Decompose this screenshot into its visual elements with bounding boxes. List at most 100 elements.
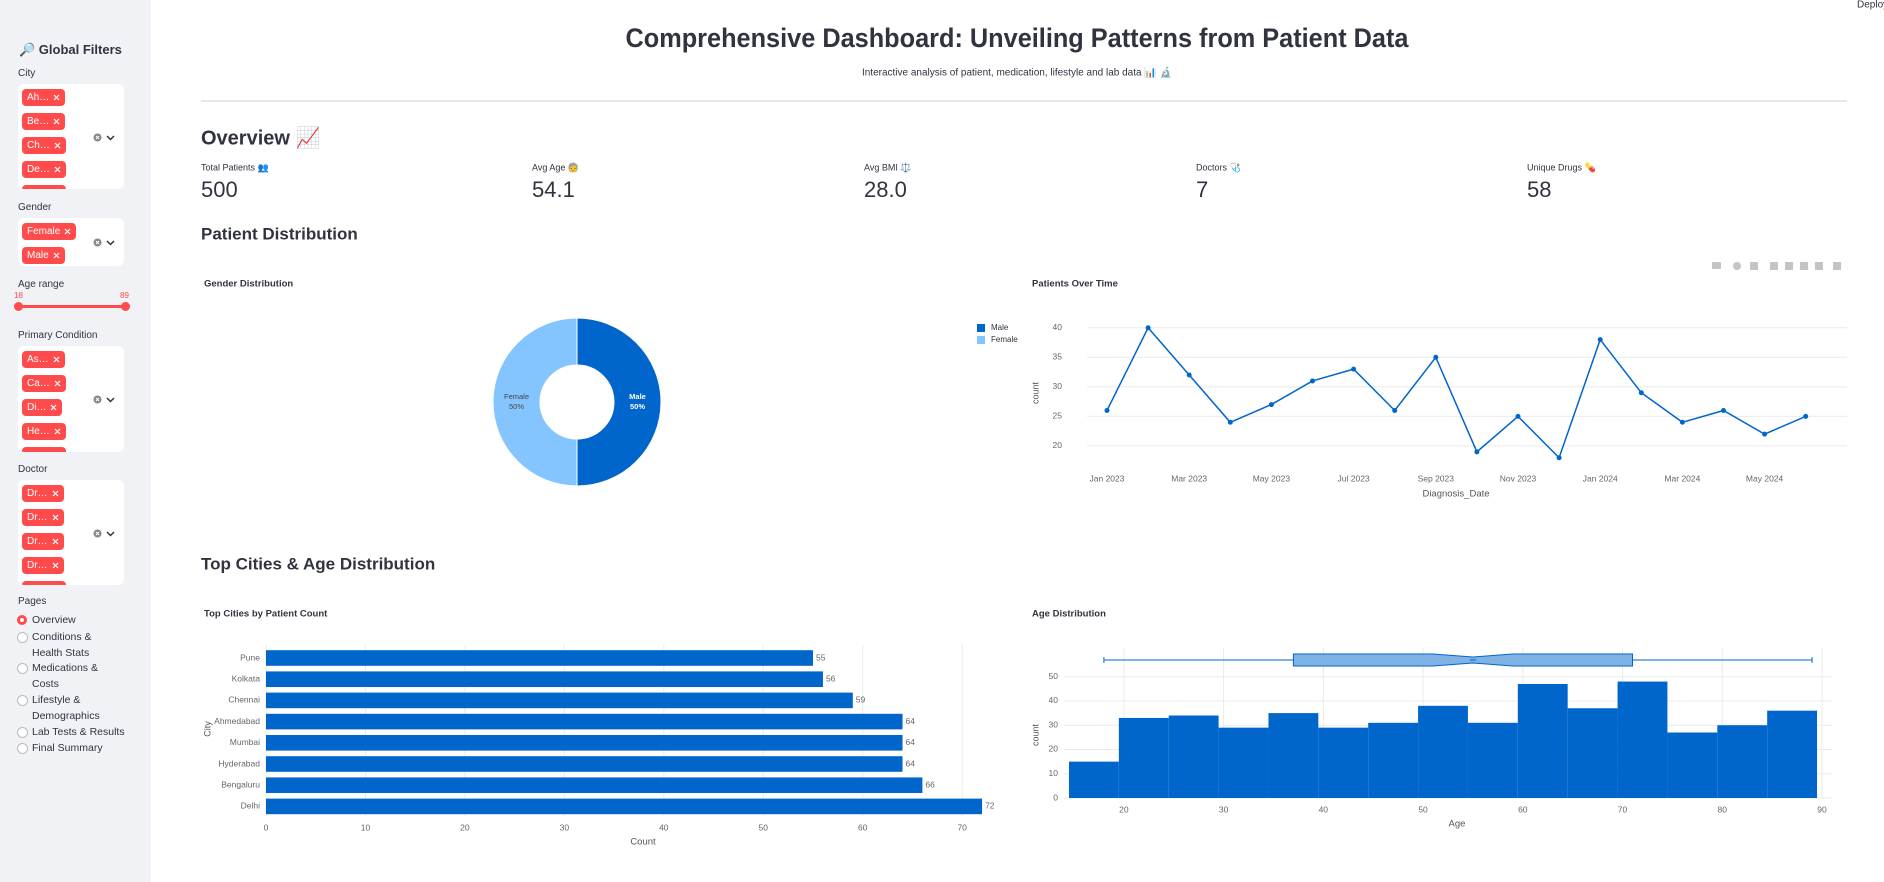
legend-label: Female — [991, 335, 1018, 344]
y-tick-label: Hyderabad — [218, 758, 260, 768]
chip — [22, 581, 66, 585]
section-heading: Overview 📈 — [201, 125, 320, 149]
chip-remove[interactable] — [54, 166, 61, 173]
y-axis-label: count — [1030, 723, 1040, 746]
toolbar-icon[interactable] — [1770, 262, 1778, 270]
chip-remove[interactable] — [53, 94, 60, 101]
slider-handle[interactable] — [121, 302, 130, 311]
radio-button[interactable] — [17, 727, 28, 738]
chip[interactable]: As… — [22, 351, 65, 368]
multiselect[interactable]: As… Ca… Di… He… — [18, 346, 124, 452]
x-tick-label: Jan 2023 — [1090, 473, 1125, 483]
dropdown-chevron[interactable] — [106, 395, 115, 404]
chip-remove[interactable] — [53, 118, 60, 125]
chip[interactable]: Ch… — [22, 137, 66, 154]
radio-button[interactable] — [17, 695, 28, 706]
x-tick-label: 60 — [858, 822, 868, 832]
chip[interactable]: Dr… — [22, 557, 64, 574]
radio-option[interactable]: Medications & Costs — [32, 662, 98, 690]
chip-remove[interactable] — [54, 380, 61, 387]
y-tick-label: 50 — [1049, 671, 1059, 681]
chip-label: Male — [27, 250, 49, 261]
y-axis-label: count — [1030, 381, 1040, 404]
slider-label: Age range — [18, 279, 65, 290]
deploy-button[interactable]: Deploy — [1857, 0, 1884, 11]
radio-button[interactable] — [17, 615, 27, 625]
chip[interactable]: Male — [22, 247, 65, 264]
toolbar-icon[interactable] — [1815, 262, 1823, 270]
metric-label: Avg BMI ⚖️ — [864, 161, 912, 172]
y-tick-label: 30 — [1053, 381, 1063, 391]
line-point — [1268, 402, 1274, 408]
slider-handle[interactable] — [14, 302, 23, 311]
clear-icon[interactable] — [93, 395, 102, 404]
chip[interactable]: He… — [22, 423, 66, 440]
chip-remove[interactable] — [53, 252, 60, 259]
chip-remove[interactable] — [52, 538, 59, 545]
dropdown-chevron[interactable] — [106, 529, 115, 538]
radio-option[interactable]: Lab Tests & Results — [32, 726, 125, 738]
clear-icon[interactable] — [93, 238, 102, 247]
clear-icon[interactable] — [93, 529, 102, 538]
radio-option[interactable]: Lifestyle & Demographics — [32, 694, 100, 722]
radio-button[interactable] — [17, 743, 28, 754]
toolbar-icon[interactable] — [1833, 262, 1841, 270]
chip[interactable]: Dr… — [22, 533, 64, 550]
page-subtitle: Interactive analysis of patient, medicat… — [862, 66, 1172, 79]
metric-value: 500 — [201, 177, 238, 202]
x-tick-label: Jul 2023 — [1338, 473, 1370, 483]
chip-remove[interactable] — [52, 514, 59, 521]
chip[interactable]: Dr… — [22, 485, 64, 502]
line-point — [1104, 407, 1110, 413]
legend-swatch — [977, 324, 985, 332]
chip-remove[interactable] — [53, 356, 60, 363]
radio-option[interactable]: Overview — [32, 614, 76, 626]
toolbar-icon[interactable] — [1785, 262, 1793, 270]
chip-remove[interactable] — [54, 142, 61, 149]
radio-option[interactable]: Final Summary — [32, 742, 103, 754]
chip[interactable]: De… — [22, 161, 66, 178]
chip[interactable]: Dr… — [22, 509, 64, 526]
multiselect[interactable]: Female Male — [18, 218, 124, 266]
chip-label: Be… — [27, 116, 50, 127]
line-point — [1433, 354, 1439, 360]
radio-button[interactable] — [17, 663, 28, 674]
histogram-bar — [1118, 717, 1169, 798]
chip-remove[interactable] — [64, 228, 71, 235]
toolbar-icon[interactable] — [1800, 262, 1808, 270]
histogram-bar — [1767, 710, 1818, 798]
slice-value-label: 50% — [509, 402, 524, 411]
chip[interactable]: Di… — [22, 399, 63, 416]
chip-remove[interactable] — [52, 562, 59, 569]
chip[interactable]: Female — [22, 223, 77, 240]
y-tick-label: Ahmedabad — [214, 716, 260, 726]
dropdown-chevron[interactable] — [106, 133, 115, 142]
x-tick-label: Mar 2023 — [1171, 473, 1207, 483]
toolbar-icon[interactable] — [1712, 262, 1721, 269]
chip[interactable]: Ca… — [22, 375, 66, 392]
radio-button[interactable] — [17, 632, 28, 643]
metric-label: Avg Age 🧓 — [532, 161, 579, 172]
y-tick-label: 35 — [1053, 352, 1063, 362]
multiselect[interactable]: Ah… Be… Ch… De… — [18, 84, 124, 189]
multiselect[interactable]: Dr… Dr… Dr… Dr… — [18, 480, 124, 585]
chip-remove[interactable] — [50, 404, 57, 411]
clear-icon[interactable] — [93, 133, 102, 142]
y-tick-label: Chennai — [228, 695, 260, 705]
chip-label: Dr… — [27, 536, 48, 547]
y-tick-label: 40 — [1049, 695, 1059, 705]
x-tick-label: 40 — [659, 822, 669, 832]
chip[interactable]: Be… — [22, 113, 66, 130]
legend-label: Male — [991, 323, 1009, 332]
chip-remove[interactable] — [54, 428, 61, 435]
dropdown-chevron[interactable] — [106, 238, 115, 247]
legend-swatch — [977, 336, 985, 344]
toolbar-icon[interactable] — [1733, 262, 1741, 270]
radio-option[interactable]: Conditions & Health Stats — [32, 631, 92, 659]
toolbar-icon[interactable] — [1750, 262, 1758, 270]
chip-remove[interactable] — [52, 490, 59, 497]
line-point — [1762, 431, 1768, 437]
x-tick-label: 70 — [1618, 804, 1628, 814]
chip[interactable]: Ah… — [22, 89, 66, 106]
